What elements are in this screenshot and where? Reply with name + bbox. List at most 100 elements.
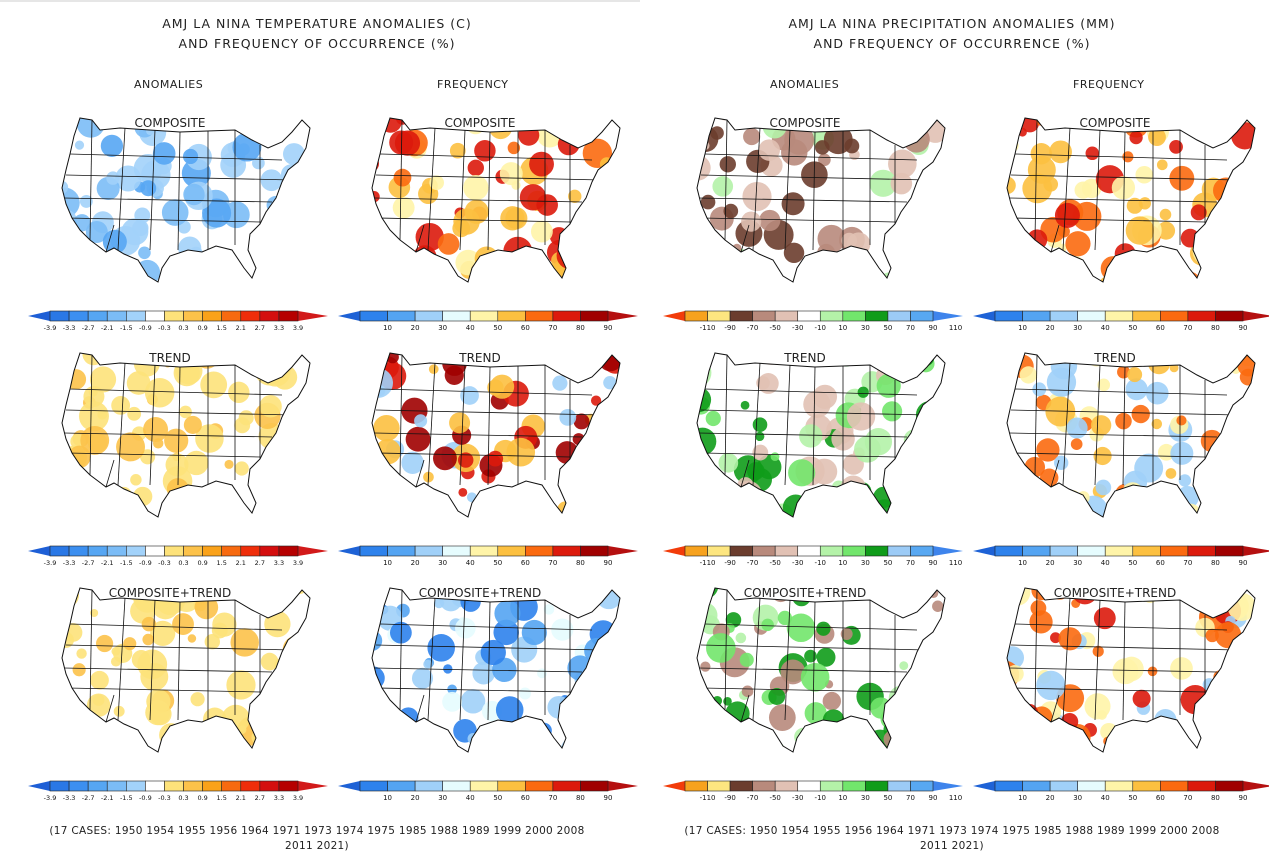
state-border xyxy=(89,589,93,711)
colorbar-swatch xyxy=(729,545,753,557)
shaded-patch xyxy=(1134,722,1159,748)
colorbar-tick-label: 50 xyxy=(493,794,502,802)
shaded-patch xyxy=(1119,656,1144,682)
colorbar-swatch xyxy=(910,545,934,557)
colorbar-left-arrow xyxy=(28,546,50,556)
shaded-patch xyxy=(895,702,913,719)
colorbar-swatch xyxy=(49,310,70,322)
shaded-patch xyxy=(1007,479,1021,509)
shaded-patch xyxy=(1085,146,1100,161)
shaded-patch xyxy=(1022,479,1032,489)
shaded-patch xyxy=(761,618,774,632)
colorbar-swatch xyxy=(278,545,299,557)
colorbar-swatch xyxy=(1132,310,1161,322)
colorbar-swatch xyxy=(221,310,242,322)
colorbar-tick-label: 90 xyxy=(604,559,613,567)
shaded-patch xyxy=(76,118,105,138)
shaded-patch xyxy=(1053,724,1077,748)
shaded-patch xyxy=(159,723,183,747)
state-border xyxy=(752,127,761,251)
colorbar-right-arrow xyxy=(1243,781,1269,791)
state-border xyxy=(105,459,115,488)
colorbar-swatch xyxy=(865,310,889,322)
shaded-patch xyxy=(505,503,516,514)
shaded-patch xyxy=(1150,722,1180,752)
colorbar-tick-label: 3.3 xyxy=(274,794,284,802)
shaded-patch xyxy=(700,661,711,672)
shaded-patch xyxy=(259,395,282,418)
shaded-patch xyxy=(234,417,251,434)
colorbar-tick-label: 30 xyxy=(438,559,447,567)
state-border xyxy=(591,412,613,418)
colorbar-tick-label: 90 xyxy=(604,794,613,802)
state-border xyxy=(700,409,928,416)
shaded-patch xyxy=(424,736,455,752)
precipitation-anomalies-colorbar: -110 -90 -70 -50 -30 -10 10 30 50 70 90 110 xyxy=(663,543,963,567)
shaded-patch xyxy=(777,610,793,626)
panel-label: TREND xyxy=(1094,351,1136,365)
shaded-patch xyxy=(507,141,521,155)
colorbar-swatch xyxy=(752,780,776,792)
shaded-patch xyxy=(551,618,574,641)
colorbar-tick-label: 2.7 xyxy=(255,324,265,332)
shaded-patch xyxy=(143,416,169,442)
state-border xyxy=(740,224,750,253)
colorbar-tick-label: 70 xyxy=(1183,794,1192,802)
shaded-patch xyxy=(1007,646,1025,670)
shaded-patch xyxy=(800,662,830,692)
shaded-patch xyxy=(287,404,309,425)
shaded-patch xyxy=(62,259,83,282)
shaded-patch xyxy=(172,613,194,635)
state-border xyxy=(177,131,181,251)
panel-label: TREND xyxy=(149,351,191,365)
state-border xyxy=(752,597,761,721)
cases-line-1: (17 CASES: 1950 1954 1955 1956 1964 1971… xyxy=(684,825,1220,837)
shaded-patch xyxy=(743,128,761,146)
shaded-patch xyxy=(289,240,308,259)
temperature-anomalies-map-trend: TREND xyxy=(20,335,320,545)
state-border xyxy=(487,601,491,721)
colorbar-tick-label: -0.9 xyxy=(139,559,152,567)
state-border xyxy=(1008,432,1218,438)
colorbar-tick-label: 60 xyxy=(521,794,530,802)
shaded-patch xyxy=(1204,720,1213,730)
shaded-patch xyxy=(74,140,85,150)
colorbar-swatch xyxy=(87,545,108,557)
colorbar-right-arrow xyxy=(608,311,638,321)
shaded-patch xyxy=(195,424,224,453)
colorbar-tick-label: 10 xyxy=(1018,559,1027,567)
colorbar-swatch xyxy=(240,310,261,322)
shaded-patch xyxy=(111,395,131,415)
shaded-patch xyxy=(728,248,750,269)
colorbar-swatch xyxy=(497,780,526,792)
colorbar-tick-label: 2.7 xyxy=(255,794,265,802)
state-border xyxy=(1010,174,1238,181)
shaded-patch xyxy=(423,659,433,669)
colorbar-swatch xyxy=(221,780,242,792)
shaded-patch xyxy=(467,159,484,177)
shaded-patch xyxy=(392,196,415,219)
colorbar-swatch xyxy=(497,545,526,557)
state-border xyxy=(1050,694,1060,723)
shaded-patch xyxy=(1007,176,1016,195)
colorbar-tick-label: 2.1 xyxy=(236,794,246,802)
state-border xyxy=(459,364,466,486)
colorbar-swatch xyxy=(819,310,844,322)
colorbar-tick-label: -10 xyxy=(815,794,826,802)
shaded-patch xyxy=(175,259,194,278)
colorbar-swatch xyxy=(164,545,184,557)
shaded-patch xyxy=(530,220,553,243)
colorbar-swatch xyxy=(414,310,443,322)
shaded-patch xyxy=(1173,732,1187,746)
shaded-patch xyxy=(563,697,587,721)
shaded-patch xyxy=(519,687,532,700)
shaded-patch xyxy=(597,222,620,249)
shaded-patch xyxy=(282,635,310,665)
state-border xyxy=(1062,362,1071,486)
shaded-patch xyxy=(138,246,151,260)
state-border xyxy=(1014,153,1228,161)
country-outline xyxy=(61,117,311,283)
state-border xyxy=(65,409,293,416)
state-border xyxy=(1122,601,1126,721)
shaded-patch xyxy=(552,276,569,282)
